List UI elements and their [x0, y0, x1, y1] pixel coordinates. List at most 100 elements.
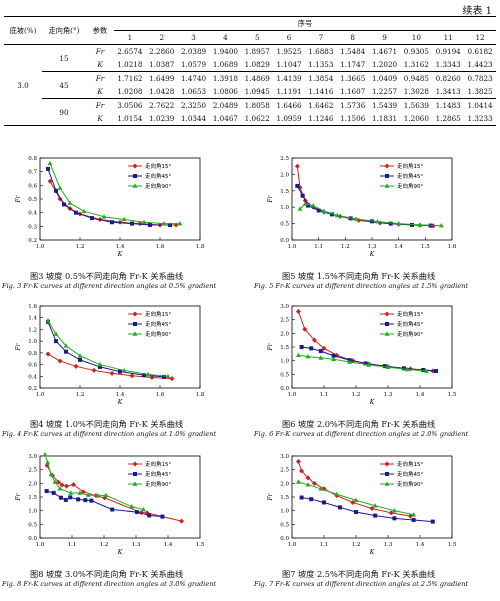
- legend-label: 走向角45°: [397, 470, 423, 478]
- data-point: [76, 497, 81, 502]
- data-point: [373, 513, 378, 518]
- chart-svg: 1.0 1.1 1.2 1.3 1.4 1.5 0.0 0.5 1.0 1.5 2.0 2.5 3.0 K…: [267, 304, 457, 406]
- value-cell: 1.0414: [467, 101, 493, 110]
- y-tick-label: 0.2: [28, 238, 37, 244]
- legend-marker: [384, 183, 390, 188]
- value-cell: 1.2865: [432, 112, 465, 126]
- value-cell: 1.5439: [371, 101, 398, 110]
- data-point: [434, 369, 438, 374]
- x-axis-label: K: [369, 549, 375, 556]
- data-point: [142, 373, 146, 378]
- y-tick-label: 0.5: [280, 522, 289, 528]
- legend-label: 走向角45°: [145, 320, 171, 328]
- value-cell: 2.6574: [117, 47, 143, 56]
- x-axis-label: K: [369, 399, 375, 406]
- value-cell: 1.6883: [308, 47, 334, 56]
- legend-label: 走向角15°: [145, 162, 171, 170]
- param-cell: K: [86, 112, 114, 126]
- y-tick-label: 0.6: [28, 363, 37, 369]
- legend-marker: [132, 481, 138, 486]
- legend-label: 走向角15°: [145, 310, 171, 318]
- data-point: [130, 221, 134, 226]
- data-point: [392, 508, 397, 513]
- data-point: [161, 221, 167, 226]
- data-table: 底坡(%) 走向角(°) 参数 序号 1 2 3 4 5 6 7 8 9 10 11 12 3.0 15 Fr 2.6…: [4, 16, 496, 126]
- data-point: [321, 208, 327, 213]
- data-point: [297, 206, 303, 211]
- value-cell: 0.9485: [403, 74, 429, 83]
- data-point: [117, 219, 123, 225]
- legend-marker: [132, 311, 138, 317]
- x-tick-label: 1.2: [352, 542, 361, 548]
- data-point: [129, 373, 135, 379]
- y-tick-label: 0.0: [280, 536, 289, 542]
- data-point: [97, 361, 103, 367]
- plot-frame: [291, 157, 453, 241]
- value-cell: 1.4869: [244, 74, 270, 83]
- data-point: [134, 510, 139, 515]
- data-point: [71, 482, 77, 488]
- x-tick-label: 1.4: [394, 244, 403, 250]
- y-tick-label: 2.5: [280, 468, 289, 474]
- figure-panel: 1.0 1.1 1.2 1.3 1.4 1.5 0.0 0.5 1.0 1.5 2.0 2.5 3.0 K…: [0, 448, 240, 596]
- x-tick-label: 1.4: [416, 542, 425, 548]
- data-point: [430, 223, 436, 229]
- data-point: [121, 216, 127, 222]
- angle-cell: 15: [42, 44, 86, 72]
- chart-svg: 1.0 1.1 1.2 1.3 1.4 1.5 1.6 0.0 0.5 1.0 1.5 2.0 2.5 K…: [267, 156, 457, 258]
- y-tick-label: 1.0: [280, 359, 289, 365]
- data-point: [145, 371, 151, 377]
- table-continuation-label: 续表 1: [462, 6, 492, 17]
- value-cell: 1.1747: [336, 58, 369, 72]
- plot-frame: [39, 455, 201, 539]
- data-point: [63, 343, 69, 348]
- value-cell: 1.0208: [114, 85, 146, 99]
- x-tick-label: 1.5: [448, 542, 457, 548]
- data-point: [296, 352, 301, 357]
- data-point: [62, 202, 66, 207]
- header-seq-number: 8: [336, 30, 369, 45]
- data-point: [168, 222, 172, 227]
- legend-label: 走向角45°: [145, 470, 171, 478]
- series-line: [49, 163, 180, 225]
- series-line: [47, 353, 173, 380]
- figure-caption-english: Fig. 5 Fr-K curves at different directio…: [254, 282, 469, 290]
- data-point: [322, 500, 326, 505]
- y-tick-label: 2.0: [28, 481, 37, 487]
- y-tick-label: 0.5: [280, 372, 289, 378]
- x-axis-label: K: [117, 399, 123, 406]
- data-point: [417, 222, 423, 227]
- data-point: [430, 519, 435, 524]
- y-tick-label: 0.8: [28, 156, 37, 162]
- data-point: [179, 518, 185, 524]
- x-tick-label: 1.0: [288, 244, 297, 250]
- data-point: [363, 361, 368, 366]
- data-point: [331, 356, 336, 362]
- x-tick-label: 1.4: [164, 542, 173, 548]
- data-point: [59, 482, 65, 488]
- value-cell: 1.0218: [114, 58, 146, 72]
- value-cell: 1.0387: [145, 58, 178, 72]
- legend-label: 走向角45°: [397, 320, 423, 328]
- table-row: 3.0 15 Fr 2.6574 2.2860 2.0389 1.9400 1.8957 1.9…: [4, 44, 496, 126]
- data-point: [129, 504, 135, 509]
- data-point: [321, 345, 327, 351]
- value-cell: 1.1191: [273, 85, 305, 99]
- value-cell: 1.3825: [464, 85, 496, 99]
- data-point: [44, 489, 49, 494]
- x-tick-label: 1.2: [100, 542, 109, 548]
- y-tick-label: 1.4: [28, 316, 37, 322]
- y-tick-label: 0.0: [28, 536, 37, 542]
- table-row: K 1.0154 1.0239 1.0344 1.0467 1.0622 1.0959 1.1…: [4, 112, 496, 126]
- legend-marker: [132, 331, 138, 336]
- x-tick-label: 1.6: [156, 244, 165, 250]
- x-tick-label: 1.5: [448, 392, 457, 398]
- data-point: [89, 498, 94, 503]
- param-cell: Fr: [95, 74, 105, 83]
- data-point: [374, 219, 380, 224]
- value-cell: 1.7162: [117, 74, 143, 83]
- header-seq-number: 11: [432, 30, 465, 45]
- x-tick-label: 1.5: [196, 542, 205, 548]
- legend-label: 走向角15°: [145, 460, 171, 468]
- header-slope: 底坡(%): [4, 16, 42, 45]
